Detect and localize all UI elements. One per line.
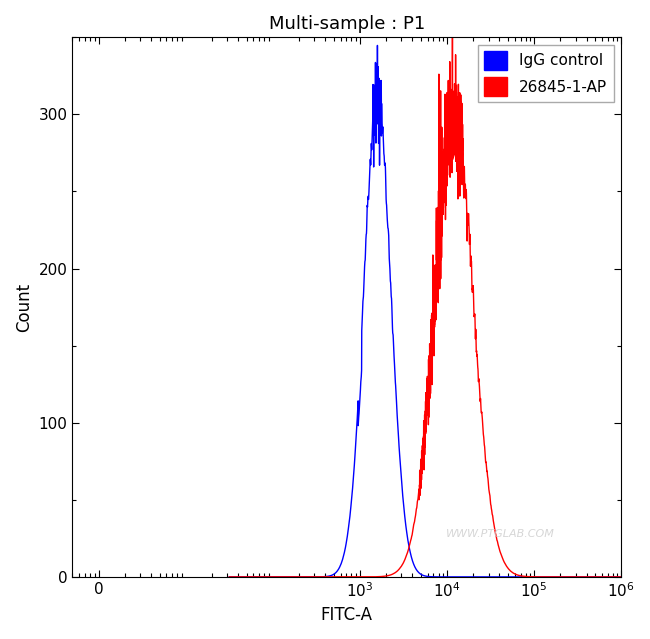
Legend: IgG control, 26845-1-AP: IgG control, 26845-1-AP	[478, 45, 614, 102]
Y-axis label: Count: Count	[15, 282, 33, 332]
Text: WWW.PTGLAB.COM: WWW.PTGLAB.COM	[445, 529, 554, 539]
Title: Multi-sample : P1: Multi-sample : P1	[268, 15, 425, 33]
X-axis label: FITC-A: FITC-A	[321, 606, 373, 624]
